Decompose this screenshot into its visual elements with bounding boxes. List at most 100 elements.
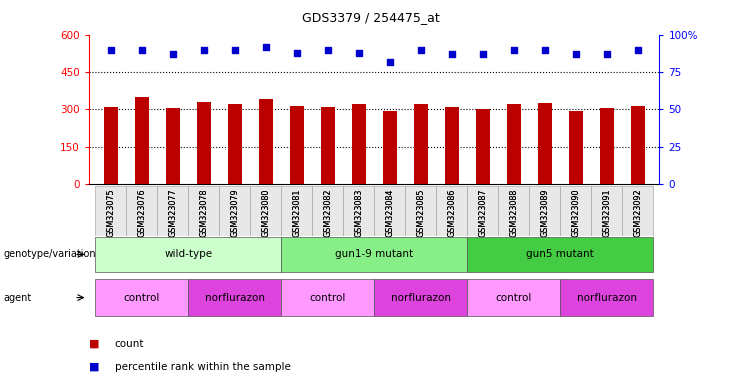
Bar [468,237,654,272]
Text: GSM323076: GSM323076 [137,189,146,237]
Text: gun5 mutant: gun5 mutant [526,249,594,260]
Bar [227,104,242,184]
Text: GSM323075: GSM323075 [106,189,115,237]
Text: GSM323092: GSM323092 [634,189,642,237]
Text: GSM323075: GSM323075 [106,189,115,237]
Bar [631,106,645,184]
Bar [383,111,396,184]
Text: GSM323082: GSM323082 [323,189,332,237]
Text: count: count [115,339,144,349]
Bar [343,186,374,236]
Text: GSM323083: GSM323083 [354,189,363,237]
Text: GSM323078: GSM323078 [199,189,208,237]
Text: GSM323087: GSM323087 [478,189,488,237]
Text: GSM323089: GSM323089 [540,189,549,237]
Point [353,50,365,56]
Text: GSM323086: GSM323086 [448,189,456,237]
Point [384,58,396,65]
Bar [219,186,250,236]
Bar [135,97,149,184]
Bar [312,186,343,236]
Bar [405,186,436,236]
Bar [599,108,614,184]
Text: GSM323085: GSM323085 [416,189,425,237]
Text: GSM323080: GSM323080 [261,189,270,237]
Bar [560,279,654,316]
Bar [259,99,273,184]
Bar [436,186,468,236]
Text: norflurazon: norflurazon [576,293,637,303]
Text: GDS3379 / 254475_at: GDS3379 / 254475_at [302,11,439,24]
Bar [622,186,654,236]
Bar [529,186,560,236]
Bar [413,104,428,184]
Text: GSM323077: GSM323077 [168,189,177,237]
Bar [591,186,622,236]
Bar [569,111,582,184]
Text: genotype/variation: genotype/variation [4,249,96,260]
Bar [196,102,210,184]
Text: GSM323082: GSM323082 [323,189,332,237]
Text: percentile rank within the sample: percentile rank within the sample [115,362,290,372]
Bar [95,186,126,236]
Text: GSM323090: GSM323090 [571,189,580,237]
Text: control: control [310,293,346,303]
Point [322,46,333,53]
Text: GSM323084: GSM323084 [385,189,394,237]
Point [167,51,179,57]
Text: wild-type: wild-type [164,249,212,260]
Bar [250,186,281,236]
Point [260,43,272,50]
Text: GSM323079: GSM323079 [230,189,239,237]
Bar [560,186,591,236]
Text: ■: ■ [89,339,99,349]
Bar [498,186,529,236]
Bar [507,104,521,184]
Text: GSM323085: GSM323085 [416,189,425,237]
Text: GSM323084: GSM323084 [385,189,394,237]
Bar [321,107,335,184]
Text: GSM323088: GSM323088 [509,189,518,237]
Point [198,46,210,53]
Bar [281,279,374,316]
Point [229,46,241,53]
Bar [445,107,459,184]
Bar [95,279,188,316]
Text: GSM323077: GSM323077 [168,189,177,237]
Text: GSM323087: GSM323087 [478,189,488,237]
Text: gun1-9 mutant: gun1-9 mutant [335,249,413,260]
Text: GSM323076: GSM323076 [137,189,146,237]
Text: GSM323080: GSM323080 [261,189,270,237]
Text: norflurazon: norflurazon [205,293,265,303]
Point [601,51,613,57]
Bar [374,279,468,316]
Bar [476,109,490,184]
Point [570,51,582,57]
Bar [188,186,219,236]
Text: GSM323086: GSM323086 [448,189,456,237]
Point [104,46,116,53]
Bar [95,237,281,272]
Text: GSM323078: GSM323078 [199,189,208,237]
Bar [188,279,281,316]
Text: GSM323090: GSM323090 [571,189,580,237]
Bar [352,104,365,184]
Point [476,51,488,57]
Bar [166,108,179,184]
Text: GSM323089: GSM323089 [540,189,549,237]
Text: GSM323081: GSM323081 [292,189,301,237]
Point [290,50,302,56]
Text: GSM323083: GSM323083 [354,189,363,237]
Bar [104,107,118,184]
Bar [468,186,498,236]
Text: GSM323092: GSM323092 [634,189,642,237]
Bar [281,237,468,272]
Text: GSM323091: GSM323091 [602,189,611,237]
Text: norflurazon: norflurazon [391,293,451,303]
Bar [281,186,312,236]
Point [446,51,458,57]
Point [415,46,427,53]
Text: GSM323081: GSM323081 [292,189,301,237]
Text: GSM323079: GSM323079 [230,189,239,237]
Point [508,46,519,53]
